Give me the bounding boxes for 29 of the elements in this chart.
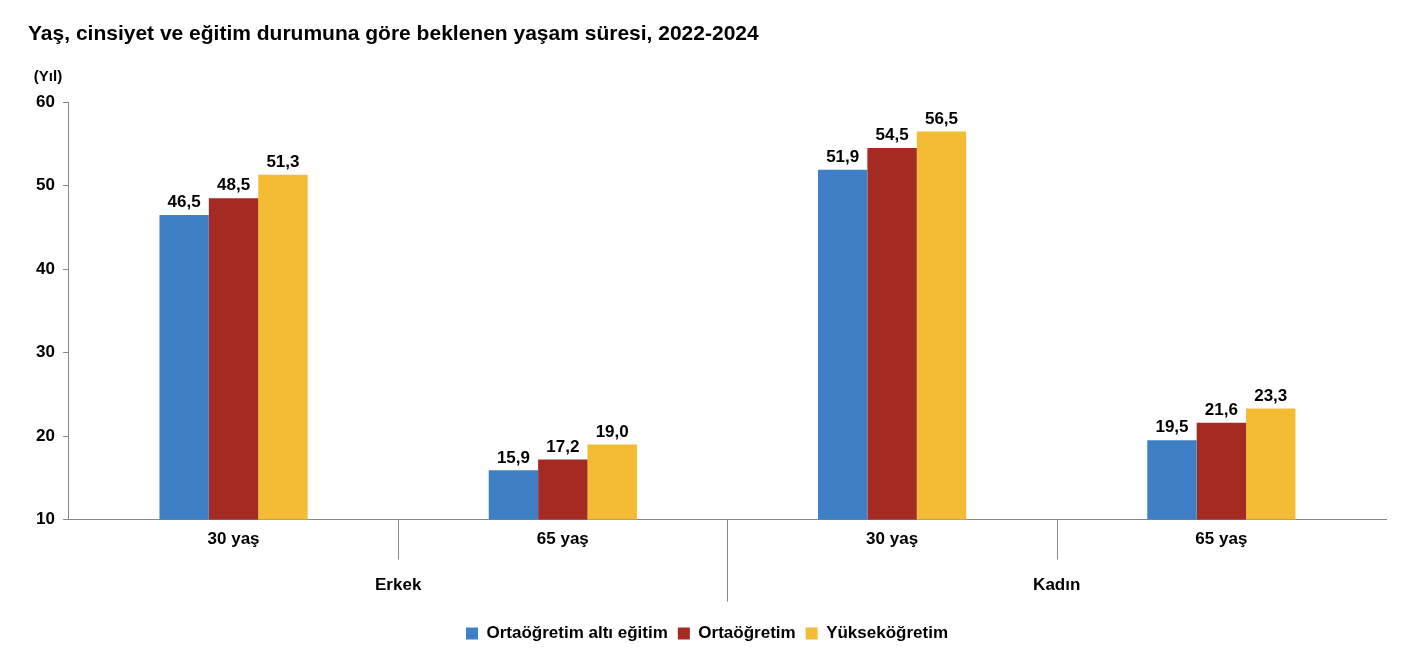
data-label: 21,6 bbox=[1204, 399, 1238, 419]
y-tick-label: 40 bbox=[35, 258, 55, 278]
data-label: 19,0 bbox=[595, 421, 629, 441]
data-label: 19,5 bbox=[1155, 417, 1189, 437]
x-tick-label: 30 yaş bbox=[207, 529, 260, 549]
y-axis-title: (Yıl) bbox=[33, 66, 63, 84]
y-tick-label: 60 bbox=[35, 91, 55, 111]
chart-title: Yaş, cinsiyet ve eğitim durumuna göre beklenen yaşam süresi, 2022-2024 bbox=[28, 21, 759, 45]
legend-label: Yükseköğretim bbox=[826, 623, 949, 643]
x-tick-label: 30 yaş bbox=[866, 529, 919, 549]
data-label: 51,3 bbox=[266, 152, 300, 172]
text: Erkek bbox=[375, 575, 422, 595]
y-tick-label: 30 bbox=[35, 342, 55, 362]
data-label: 56,5 bbox=[924, 108, 959, 128]
legend-label: Ortaöğretim bbox=[698, 623, 796, 643]
data-label: 23,3 bbox=[1254, 385, 1288, 405]
data-label: 15,9 bbox=[496, 447, 530, 467]
data-label: 48,5 bbox=[217, 175, 251, 195]
legend-label: Ortaöğretim altı eğitim bbox=[486, 623, 668, 643]
x-tick-label: 65 yaş bbox=[536, 529, 589, 549]
data-label: 17,2 bbox=[546, 436, 580, 456]
y-tick-label: 10 bbox=[35, 509, 55, 529]
y-tick-label: 20 bbox=[35, 425, 55, 445]
text: Kadın bbox=[1033, 575, 1081, 595]
y-tick-label: 50 bbox=[35, 175, 55, 195]
x-tick-label: 65 yaş bbox=[1195, 529, 1248, 549]
data-label: 51,9 bbox=[826, 147, 860, 167]
data-label: 54,5 bbox=[875, 125, 909, 145]
data-label: 46,5 bbox=[167, 192, 201, 212]
